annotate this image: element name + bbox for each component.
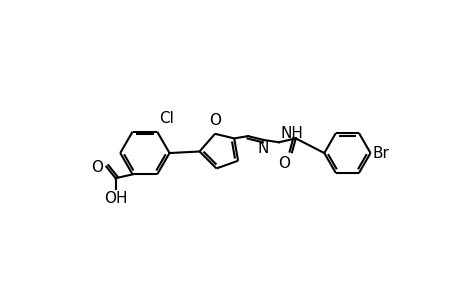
Text: OH: OH (104, 191, 127, 206)
Text: Br: Br (372, 146, 389, 160)
Text: O: O (91, 160, 103, 175)
Text: NH: NH (280, 126, 302, 141)
Text: Cl: Cl (158, 110, 173, 125)
Text: O: O (208, 113, 220, 128)
Text: N: N (257, 142, 269, 157)
Text: O: O (277, 156, 289, 171)
